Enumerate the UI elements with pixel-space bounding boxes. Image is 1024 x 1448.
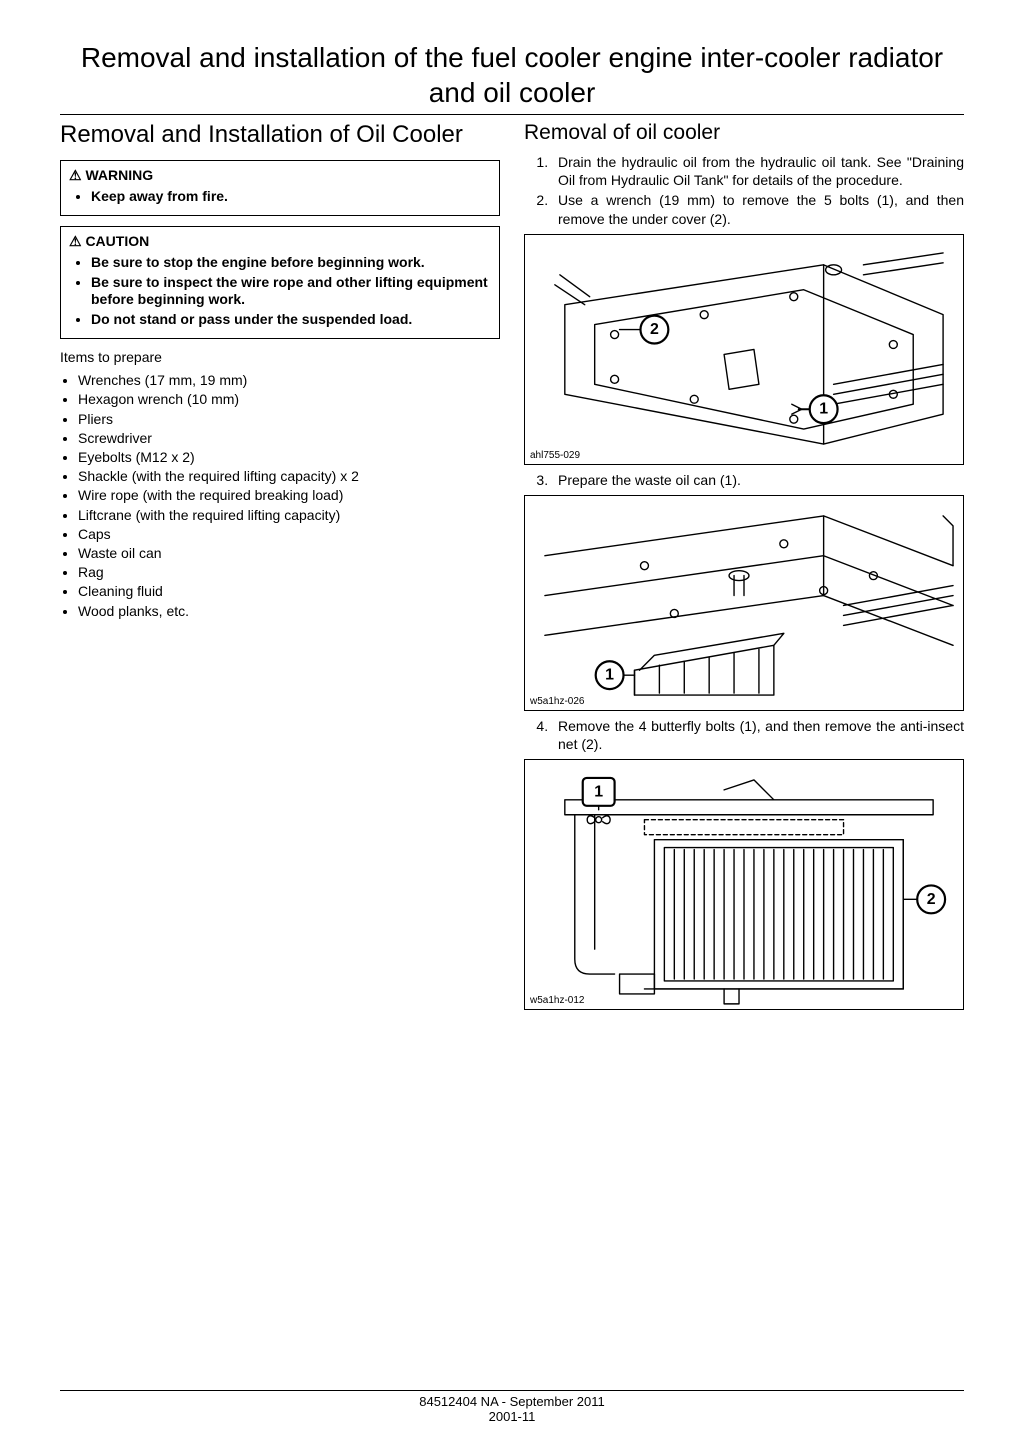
list-item: Eyebolts (M12 x 2): [78, 448, 500, 466]
list-item: Wire rope (with the required breaking lo…: [78, 486, 500, 504]
steps-1-2: Drain the hydraulic oil from the hydraul…: [524, 153, 964, 228]
fig2-ref: w5a1hz-026: [530, 696, 584, 707]
list-item: Pliers: [78, 410, 500, 428]
step-item: Use a wrench (19 mm) to remove the 5 bol…: [552, 191, 964, 227]
svg-text:2: 2: [927, 891, 936, 908]
fig3-ref: w5a1hz-012: [530, 995, 584, 1006]
list-item: Caps: [78, 525, 500, 543]
step-item: Remove the 4 butterfly bolts (1), and th…: [552, 717, 964, 753]
list-item: Wood planks, etc.: [78, 602, 500, 620]
svg-text:1: 1: [605, 667, 614, 684]
page-title: Removal and installation of the fuel coo…: [60, 40, 964, 110]
steps-4: Remove the 4 butterfly bolts (1), and th…: [524, 717, 964, 753]
caution-item: Do not stand or pass under the suspended…: [91, 311, 491, 329]
fig1-ref: ahl755-029: [530, 450, 580, 461]
warning-head: ⚠ WARNING: [69, 167, 491, 184]
figure-undercover: 2 1 ahl755-029: [524, 234, 964, 465]
list-item: Hexagon wrench (10 mm): [78, 390, 500, 408]
footer-line1: 84512404 NA - September 2011: [60, 1394, 964, 1409]
caution-head: ⚠ CAUTION: [69, 233, 491, 250]
left-column: Removal and Installation of Oil Cooler ⚠…: [60, 121, 500, 1016]
page-footer: 84512404 NA - September 2011 2001-11: [60, 1390, 964, 1424]
caution-box: ⚠ CAUTION Be sure to stop the engine bef…: [60, 226, 500, 339]
figure-waste-oil-can: 1 w5a1hz-026: [524, 495, 964, 711]
title-divider: [60, 114, 964, 115]
list-item: Waste oil can: [78, 544, 500, 562]
caution-item: Be sure to inspect the wire rope and oth…: [91, 274, 491, 309]
footer-line2: 2001-11: [60, 1409, 964, 1424]
right-column: Removal of oil cooler Drain the hydrauli…: [524, 121, 964, 1016]
figure-anti-insect-net: 1 2 w5a1hz-012: [524, 759, 964, 1010]
warning-item: Keep away from fire.: [91, 188, 491, 206]
step-item: Drain the hydraulic oil from the hydraul…: [552, 153, 964, 189]
sub-title-right: Removal of oil cooler: [524, 121, 964, 145]
svg-text:1: 1: [819, 400, 828, 417]
svg-text:2: 2: [650, 321, 659, 338]
warning-box: ⚠ WARNING Keep away from fire.: [60, 160, 500, 217]
list-item: Wrenches (17 mm, 19 mm): [78, 371, 500, 389]
list-item: Shackle (with the required lifting capac…: [78, 467, 500, 485]
list-item: Liftcrane (with the required lifting cap…: [78, 506, 500, 524]
section-title-left: Removal and Installation of Oil Cooler: [60, 121, 500, 150]
content-columns: Removal and Installation of Oil Cooler ⚠…: [60, 121, 964, 1016]
list-item: Rag: [78, 563, 500, 581]
prepare-list: Wrenches (17 mm, 19 mm) Hexagon wrench (…: [60, 371, 500, 619]
caution-list: Be sure to stop the engine before beginn…: [69, 254, 491, 328]
steps-3: Prepare the waste oil can (1).: [524, 471, 964, 489]
warning-list: Keep away from fire.: [69, 188, 491, 206]
list-item: Screwdriver: [78, 429, 500, 447]
step-item: Prepare the waste oil can (1).: [552, 471, 964, 489]
prepare-label: Items to prepare: [60, 349, 500, 365]
list-item: Cleaning fluid: [78, 582, 500, 600]
svg-text:1: 1: [594, 784, 603, 801]
caution-item: Be sure to stop the engine before beginn…: [91, 254, 491, 272]
